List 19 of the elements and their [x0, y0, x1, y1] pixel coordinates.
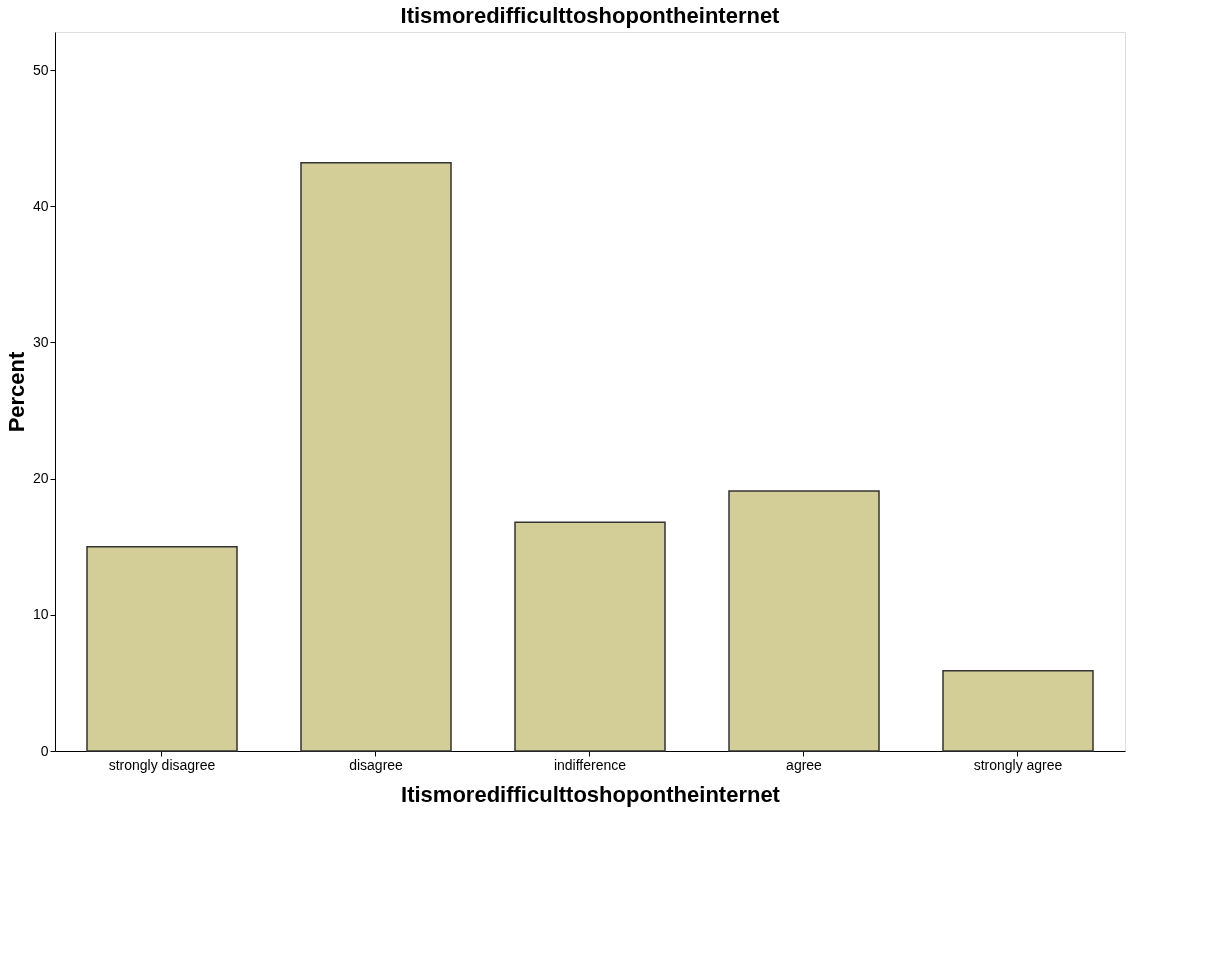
y-axis-title: Percent: [3, 350, 29, 433]
y-tick-label: 30: [32, 333, 49, 350]
bar: [942, 669, 1094, 752]
chart-title: Itismoredifficulttoshopontheinternet: [400, 3, 781, 28]
bar: [514, 521, 666, 752]
x-tick-label: strongly agree: [973, 756, 1063, 773]
x-tick-label: indifference: [553, 756, 627, 773]
x-tick-label: strongly disagree: [108, 756, 216, 773]
y-tick-label: 40: [32, 197, 49, 214]
bar: [300, 161, 452, 752]
bar: [728, 490, 880, 752]
x-tick-label: disagree: [349, 756, 404, 773]
y-tick-label: 0: [40, 742, 49, 759]
bar: [86, 545, 238, 752]
y-tick-label: 10: [32, 606, 49, 623]
y-tick-label: 20: [32, 470, 49, 487]
x-axis-title: Itismoredifficulttoshopontheinternet: [401, 781, 781, 807]
y-tick-label: 50: [32, 61, 49, 78]
x-tick-label: agree: [786, 756, 823, 773]
